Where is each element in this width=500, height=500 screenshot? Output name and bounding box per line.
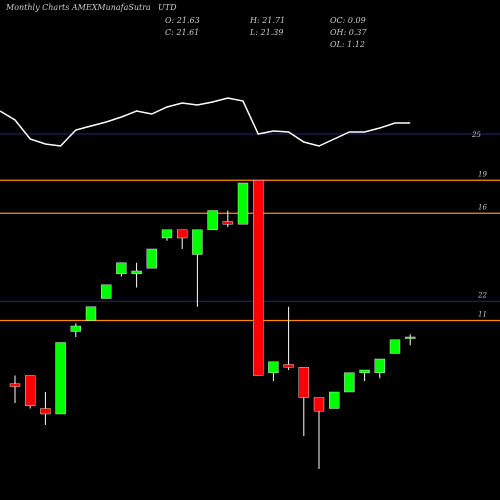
candle-body-down xyxy=(40,408,51,415)
candle xyxy=(222,210,234,227)
candle-body-up xyxy=(70,325,82,332)
header-source-title: Monthly Charts AMEXMunafaSutra xyxy=(5,3,151,12)
candle-body-down xyxy=(313,397,325,412)
candle xyxy=(237,182,249,225)
indicator-line xyxy=(0,97,411,147)
horizontal-line-label: 16 xyxy=(478,203,487,211)
header-low: L: 21.39 xyxy=(249,28,283,37)
header-open-high: OH: 0.37 xyxy=(330,28,367,37)
candle xyxy=(359,369,370,381)
candle-body-up xyxy=(100,284,112,299)
candle xyxy=(252,180,264,376)
horizontal-line-label: 22 xyxy=(477,291,487,299)
horizontal-line-label: 19 xyxy=(478,170,487,178)
candle xyxy=(161,229,173,241)
candle-body-down xyxy=(298,367,309,398)
header-open-low: OL: 1.12 xyxy=(330,40,365,49)
candle xyxy=(374,358,385,379)
candle xyxy=(283,306,294,370)
candle xyxy=(146,248,158,269)
horizontal-line-label: 11 xyxy=(478,311,487,319)
candle-body-up xyxy=(389,339,401,354)
candle xyxy=(100,284,112,299)
candle xyxy=(131,262,142,288)
candle-body-up xyxy=(192,229,203,255)
indicator-reference-label: 25 xyxy=(471,131,481,139)
header-open-close: OC: 0.09 xyxy=(330,16,366,25)
candle-body-up xyxy=(131,270,142,274)
candle-body-up xyxy=(116,262,127,274)
candle-body-up xyxy=(146,248,158,269)
candle-body-down xyxy=(252,180,264,376)
candle xyxy=(207,210,218,230)
candle xyxy=(85,306,97,321)
candle-body-up xyxy=(359,369,370,373)
candle-body-down xyxy=(25,375,36,406)
candle-body-down xyxy=(9,383,21,387)
candle-body-up xyxy=(55,342,66,415)
candle-body-down xyxy=(176,229,188,239)
candle xyxy=(405,334,416,346)
candle xyxy=(344,372,355,393)
candle xyxy=(70,323,82,337)
candle-body-up xyxy=(374,358,385,373)
candle xyxy=(329,391,340,409)
header-ticker: UTD xyxy=(158,3,177,12)
candle-body-up xyxy=(85,306,97,321)
candle xyxy=(40,392,51,425)
candle-body-up xyxy=(405,336,416,339)
candle xyxy=(192,229,203,307)
indicator-panel xyxy=(0,97,500,147)
candle xyxy=(116,262,127,277)
candle xyxy=(55,342,66,415)
candle xyxy=(313,397,325,469)
candle-body-up xyxy=(237,182,249,225)
candle-body-down xyxy=(283,364,294,368)
candle-body-up xyxy=(161,229,173,239)
candle xyxy=(268,361,279,381)
line-labels: 19 16 11 22 25 xyxy=(471,131,487,319)
candle xyxy=(298,367,309,436)
header-open: O: 21.63 xyxy=(165,16,200,25)
candle-body-up xyxy=(207,210,218,230)
candle-body-up xyxy=(329,391,340,409)
candle xyxy=(9,375,21,403)
candle-body-up xyxy=(268,361,279,373)
candles xyxy=(9,180,416,469)
candle xyxy=(389,339,401,354)
horizontal-lines xyxy=(0,179,500,322)
candle xyxy=(176,229,188,249)
header-close: C: 21.61 xyxy=(165,28,199,37)
candle-body-down xyxy=(222,221,234,225)
candle-body-up xyxy=(344,372,355,393)
header-high: H: 21.71 xyxy=(249,16,285,25)
candle xyxy=(25,375,36,409)
